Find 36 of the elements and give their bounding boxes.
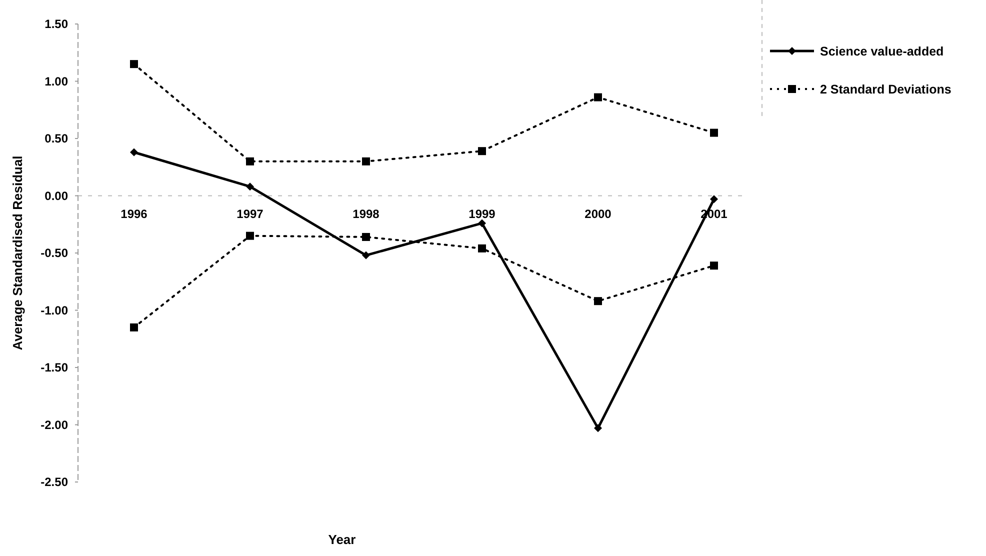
point <box>362 251 370 260</box>
point <box>594 93 602 102</box>
x-axis-title: Year <box>328 532 356 547</box>
point <box>594 297 602 306</box>
point <box>710 195 718 204</box>
point <box>130 60 138 68</box>
point <box>246 232 254 240</box>
point <box>362 232 370 241</box>
y-tick-label: -1.50 <box>40 360 68 375</box>
x-tick-label: 1996 <box>120 206 148 221</box>
y-tick-label: 0.00 <box>44 188 68 203</box>
point <box>246 182 254 191</box>
x-tick-label: 1997 <box>236 206 264 221</box>
x-tick-label: 1998 <box>352 206 380 221</box>
point <box>130 323 138 332</box>
point <box>478 147 486 156</box>
y-tick-label: -2.00 <box>40 418 68 432</box>
y-tick-label: -1.00 <box>40 303 68 318</box>
y-tick-label: -2.50 <box>40 475 68 490</box>
x-tick-label: 2000 <box>584 206 612 221</box>
legend-label: Science value-added <box>820 44 944 58</box>
y-tick-label: -0.50 <box>40 246 68 260</box>
y-tick-label: 1.50 <box>44 17 68 32</box>
point <box>710 128 718 137</box>
point <box>246 157 254 166</box>
y-tick-label: 0.50 <box>44 132 68 146</box>
x-tick-label: 1999 <box>468 206 496 221</box>
y-tick-label: 1.00 <box>44 74 68 88</box>
point <box>130 148 138 156</box>
point <box>478 219 486 228</box>
point <box>362 157 370 166</box>
point <box>478 244 486 252</box>
point <box>710 262 718 270</box>
point <box>594 424 602 432</box>
y-axis-title: Average Standardised Residual <box>10 156 25 350</box>
legend-label: 2 Standard Deviations <box>820 82 952 96</box>
